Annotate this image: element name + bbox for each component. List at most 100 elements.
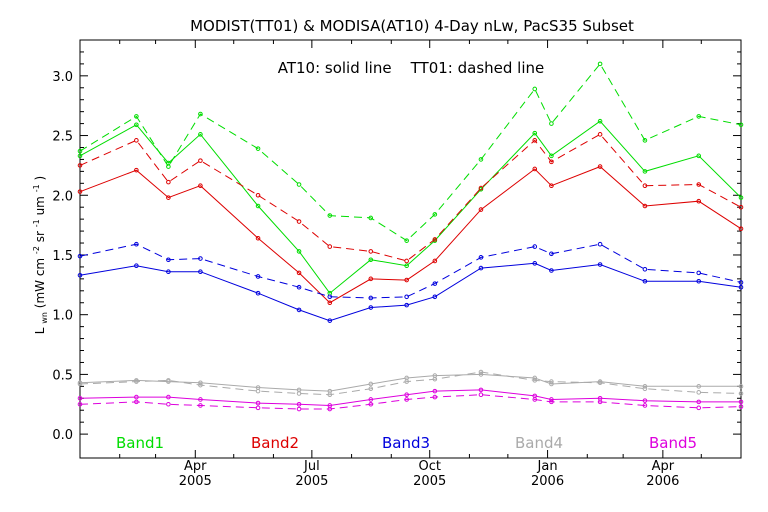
data-point-band1-at10	[597, 118, 603, 124]
y-tick-label: 1.5	[52, 249, 73, 264]
data-point-band2-tt01	[255, 192, 261, 198]
data-point-band3-tt01	[296, 284, 302, 290]
y-axis-label-units: (mW cm	[33, 258, 47, 308]
data-point-band2-at10	[738, 226, 744, 231]
y-tick-label: 2.5	[52, 130, 73, 145]
data-point-band4-tt01	[198, 382, 203, 388]
data-point-band5-tt01	[166, 401, 171, 407]
data-point-band5-at10	[696, 399, 702, 405]
data-point-band1-at10	[642, 169, 648, 174]
y-axis-label-sub: wn	[40, 312, 49, 324]
x-tick-label: Jan	[537, 459, 558, 474]
data-point-band4-at10	[198, 380, 203, 386]
data-point-band3-tt01	[77, 253, 83, 259]
data-point-band5-at10	[368, 397, 374, 402]
y-axis-label-main: L	[33, 327, 47, 334]
data-point-band2-tt01	[134, 138, 139, 143]
data-point-band1-at10	[255, 203, 261, 209]
data-point-band4-tt01	[368, 386, 374, 392]
data-point-band3-at10	[404, 302, 409, 308]
data-point-band5-tt01	[478, 392, 484, 398]
series-line-band5-at10	[79, 389, 741, 407]
data-point-band2-tt01	[532, 138, 538, 143]
series-line-band1-tt01	[79, 63, 742, 242]
data-point-band1-tt01	[478, 157, 484, 162]
data-point-band1-at10	[404, 263, 409, 269]
data-point-band2-at10	[549, 183, 554, 189]
data-point-band2-tt01	[597, 132, 603, 137]
data-point-band5-tt01	[532, 397, 538, 402]
data-point-band4-tt01	[327, 392, 333, 398]
data-point-band3-tt01	[198, 256, 203, 261]
data-point-band1-tt01	[549, 121, 554, 126]
data-point-band2-at10	[478, 207, 484, 212]
data-point-band5-at10	[432, 388, 438, 394]
data-point-band5-at10	[198, 397, 203, 402]
data-point-band4-at10	[532, 375, 538, 381]
data-point-band5-tt01	[642, 403, 648, 408]
data-point-band3-at10	[296, 307, 302, 313]
data-point-band5-tt01	[255, 405, 261, 411]
data-point-band2-tt01	[327, 244, 333, 249]
data-point-band5-tt01	[134, 399, 139, 405]
x-tick-label: Apr	[184, 459, 207, 474]
data-point-band4-tt01	[597, 380, 603, 386]
data-point-band2-tt01	[432, 237, 438, 242]
data-point-band5-at10	[77, 395, 83, 401]
data-point-band1-tt01	[432, 212, 438, 217]
data-point-band4-tt01	[532, 378, 538, 383]
data-point-band4-tt01	[642, 386, 648, 392]
data-point-band3-tt01	[368, 295, 374, 301]
data-point-band4-at10	[368, 381, 374, 387]
x-tick-label: 2005	[413, 474, 446, 489]
data-point-band4-tt01	[166, 378, 171, 383]
data-point-band1-tt01	[255, 146, 261, 151]
series-line-band2-at10	[79, 166, 742, 304]
data-point-band5-tt01	[327, 406, 333, 412]
legend-label-band2: Band2	[251, 434, 299, 452]
data-point-band4-at10	[738, 384, 744, 389]
data-point-band4-tt01	[549, 379, 554, 384]
x-tick-label: 2006	[531, 474, 564, 489]
data-point-band1-tt01	[738, 122, 744, 128]
y-axis-label-units: sr	[33, 231, 47, 242]
data-point-band5-at10	[642, 398, 648, 403]
data-point-band4-at10	[696, 384, 702, 389]
data-point-band3-tt01	[738, 280, 744, 285]
data-point-band1-tt01	[404, 238, 409, 243]
x-tick-label: 2005	[179, 474, 212, 489]
svg-text:L wn (mW cm: L wn (mW cm -2 sr -1 um -1 )	[28, 176, 50, 334]
data-point-band5-at10	[296, 401, 302, 407]
data-point-band5-at10	[738, 399, 744, 405]
data-point-band2-tt01	[77, 163, 83, 168]
data-point-band2-at10	[198, 183, 203, 189]
data-point-band1-at10	[77, 153, 83, 159]
data-point-band2-at10	[597, 164, 603, 169]
data-point-band2-at10	[77, 189, 83, 194]
data-point-band5-at10	[255, 400, 261, 406]
data-point-band2-at10	[368, 276, 374, 282]
data-point-band3-at10	[368, 305, 374, 310]
data-point-band3-at10	[597, 262, 603, 267]
data-point-band3-at10	[478, 265, 484, 271]
data-point-band3-at10	[166, 269, 171, 274]
y-axis-label-units: um	[33, 196, 47, 215]
y-axis-label: L wn (mW cm -2 sr -1 um -1 )	[28, 176, 50, 334]
data-point-band1-tt01	[597, 61, 603, 67]
data-point-band5-at10	[549, 397, 554, 402]
data-point-band5-tt01	[432, 394, 438, 400]
data-point-band1-at10	[696, 153, 702, 159]
data-point-band3-tt01	[166, 257, 171, 263]
data-point-band5-tt01	[368, 401, 374, 407]
plot-frame	[79, 39, 742, 459]
data-point-band2-at10	[327, 300, 333, 306]
data-point-band3-tt01	[327, 294, 333, 300]
y-axis-label-sup: -1	[32, 184, 41, 192]
data-point-band4-at10	[642, 384, 648, 389]
data-point-band2-at10	[432, 258, 438, 264]
data-point-band3-at10	[696, 278, 702, 284]
x-tick-label: Oct	[418, 459, 440, 474]
series-line-band4-at10	[79, 373, 741, 392]
y-axis-label-sup: -2	[32, 246, 41, 254]
